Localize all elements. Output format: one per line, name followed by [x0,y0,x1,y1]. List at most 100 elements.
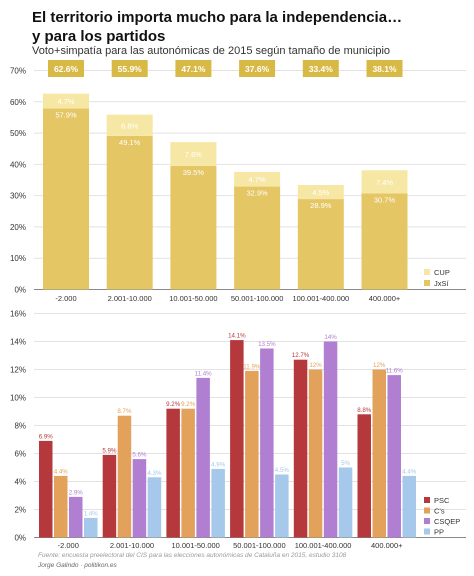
bar-cup [43,93,89,109]
data-label: 28.9% [310,201,332,210]
bar-cup [234,171,281,187]
legend-label: JxSí [434,279,450,288]
data-label: 14.1% [228,333,246,340]
y-tick-label: 2% [14,506,26,515]
data-label: 5.9% [102,447,117,454]
y-tick-label: 70% [10,67,26,76]
bar-csqep [69,496,83,538]
data-label: 7.6% [185,150,202,159]
data-label: 11.6% [386,368,404,375]
data-label: 12% [373,362,386,369]
data-label: 14% [324,334,337,341]
bar-jxsi [297,199,344,290]
data-label: 4.7% [249,175,266,184]
data-label: 1.4% [84,510,99,517]
bar-psc [293,359,308,538]
bar-jxsi [106,135,153,290]
total-label: 33.4% [309,64,334,74]
data-label: 4.4% [54,468,69,475]
y-tick-label: 8% [14,422,26,431]
legend-swatch [424,528,430,535]
category-label: -2.000 [58,541,79,550]
bar-cs [245,370,259,538]
y-tick-label: 60% [10,98,26,107]
y-tick-label: 10% [10,254,26,263]
bar-pp [84,517,98,538]
data-label: 12% [309,362,322,369]
source-note: Fuente: encuesta preelectoral del CIS pa… [38,552,347,559]
data-label: 30.7% [374,195,396,204]
total-badge [111,60,148,77]
total-label: 55.9% [118,64,143,74]
category-label: 50.001-100.000 [231,294,284,303]
data-label: 13.5% [258,341,276,348]
legend-label: CUP [434,268,450,277]
legend-label: PSC [434,496,450,505]
data-label: 6.9% [39,433,54,440]
data-label: 39.5% [183,168,205,177]
bar-pp [211,468,225,538]
bar-cs [308,369,323,538]
bar-cup [170,142,217,166]
total-label: 37.6% [245,64,270,74]
category-label: 50.001-100.000 [233,541,286,550]
bar-cs [117,415,132,538]
y-tick-label: 6% [14,450,26,459]
legend-label: C's [434,507,445,516]
bar-csqep [387,375,401,538]
y-tick-label: 30% [10,192,26,201]
bar-cup [361,170,408,194]
chart-title: El territorio importa mucho para la inde… [32,8,462,46]
bar-pp [338,467,353,538]
data-label: 32.9% [246,189,268,198]
total-badge [48,60,84,77]
data-label: 11.4% [195,370,213,377]
data-label: 4.9% [211,461,226,468]
category-label: 2.001-10.000 [108,294,152,303]
bar-psc [357,414,371,538]
y-tick-label: 4% [14,478,26,487]
y-tick-label: 14% [10,338,26,347]
category-label: -2.000 [55,294,76,303]
title-line-2: y para los partidos [32,28,166,45]
total-label: 47.1% [181,64,206,74]
bar-cup [106,114,153,136]
total-badge [175,60,212,77]
y-tick-label: 10% [10,394,26,403]
bar-csqep [196,377,210,538]
total-label: 38.1% [372,64,397,74]
data-label: 4.3% [147,470,162,477]
bar-psc [39,440,53,538]
bar-psc [230,340,244,538]
y-tick-label: 50% [10,129,26,138]
category-label: 100.001-400.000 [295,541,352,550]
data-label: 4.7% [57,97,74,106]
legend-label: CSQEP [434,517,460,526]
bar-csqep [260,348,274,538]
bar-psc [102,454,117,538]
category-label: 400.000+ [371,541,403,550]
bar-cs [54,475,68,538]
bar-csqep [132,459,147,538]
data-label: 8.7% [117,408,132,415]
total-badge [366,60,403,77]
bar-psc [166,408,180,538]
legend-label: PP [434,528,444,537]
category-label: 2.001-10.000 [110,541,154,550]
legend-swatch [424,497,430,503]
total-label: 62.6% [54,64,79,74]
bar-pp [275,474,289,538]
y-tick-label: 40% [10,160,26,169]
data-label: 9.2% [181,401,196,408]
total-badge [239,60,276,77]
data-label: 4.4% [402,468,417,475]
data-label: 5.6% [132,452,147,459]
data-label: 4.5% [312,188,329,197]
data-label: 12.7% [292,352,310,359]
bar-jxsi [361,193,408,290]
data-label: 9.2% [166,401,181,408]
bar-jxsi [170,165,217,290]
data-label: 4.5% [275,467,290,474]
bar-jxsi [234,186,281,290]
